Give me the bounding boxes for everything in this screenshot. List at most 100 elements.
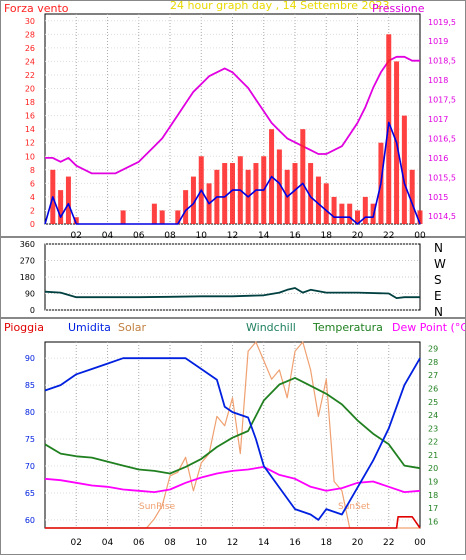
direction-tick-label: 180 (20, 273, 35, 282)
humidity-label: Umidita (68, 321, 111, 334)
solar-line (45, 341, 420, 529)
gust-bar (183, 190, 189, 224)
dir-label-w: W (434, 257, 446, 271)
x-tick-label: 00 (414, 231, 426, 241)
gust-bar (190, 176, 196, 224)
x-tick-label: 22 (383, 538, 394, 548)
temperature-tick-label: 26 (428, 385, 438, 394)
rain-label: Pioggia (4, 321, 44, 334)
dir-label-e: E (434, 289, 442, 303)
temperature-tick-label: 23 (428, 424, 438, 433)
pressure-tick-label: 1014,5 (428, 212, 456, 221)
wind-axis-label: Forza vento (4, 2, 69, 15)
temperature-tick-label: 17 (428, 504, 438, 513)
temperature-tick-label: 21 (428, 451, 438, 460)
wind-tick-label: 20 (25, 85, 35, 94)
gust-bar (386, 34, 392, 224)
gust-bar (339, 203, 345, 224)
humidity-line (44, 357, 421, 521)
wind-tick-label: 26 (25, 44, 35, 53)
x-tick-label: 16 (289, 538, 301, 548)
x-tick-label: 14 (258, 538, 270, 548)
gust-bar (222, 163, 228, 224)
gust-bar (151, 203, 157, 224)
temperature-tick-label: 20 (428, 464, 438, 473)
gust-bar (159, 210, 165, 224)
x-tick-label: 18 (321, 231, 333, 241)
sunrise-annotation: SunRise (139, 502, 176, 512)
gust-bar (355, 210, 360, 224)
temperature-tick-label: 29 (428, 345, 438, 354)
wind-tick-label: 2 (30, 206, 35, 215)
gust-bar (409, 169, 415, 224)
gust-bar (175, 210, 181, 224)
x-tick-label: 12 (227, 538, 238, 548)
temperature-tick-label: 27 (428, 371, 438, 380)
wind-tick-label: 6 (30, 179, 35, 188)
pressure-tick-label: 1017 (428, 115, 448, 124)
rain-line (45, 516, 421, 529)
direction-tick-label: 360 (20, 240, 35, 249)
gust-bar (323, 183, 329, 224)
wind-tick-label: 8 (30, 166, 35, 175)
gust-bar (401, 115, 407, 224)
dir-label-n-bottom: N (434, 305, 443, 319)
wind-direction-line (44, 287, 420, 299)
humidity-tick-label: 80 (25, 408, 35, 417)
windchill-label: Windchill (246, 321, 296, 334)
humidity-tick-label: 75 (25, 435, 35, 444)
humidity-tick-label: 90 (25, 354, 35, 363)
temperature-line (44, 377, 421, 475)
wind-tick-label: 0 (30, 220, 35, 229)
top-chart-title: 24 hour graph day , 14 Settembre 2023 (170, 0, 389, 12)
temperature-tick-label: 16 (428, 517, 438, 526)
gust-bar (120, 210, 126, 224)
temperature-tick-label: 25 (428, 398, 438, 407)
temperature-tick-label: 19 (428, 478, 438, 487)
pressure-tick-label: 1015,5 (428, 173, 456, 182)
x-tick-label: 08 (164, 231, 176, 241)
x-tick-label: 10 (196, 231, 208, 241)
solar-label: Solar (118, 321, 147, 334)
wind-tick-label: 22 (25, 71, 35, 80)
gust-bar (331, 196, 337, 224)
x-tick-label: 20 (352, 231, 364, 241)
x-tick-label: 18 (321, 538, 333, 548)
x-tick-label: 02 (71, 231, 82, 241)
pressure-tick-label: 1019,5 (428, 18, 456, 27)
gust-bar (73, 217, 79, 224)
temperature-tick-label: 18 (428, 491, 438, 500)
average-wind-line (44, 121, 421, 225)
pressure-tick-label: 1015 (428, 193, 448, 202)
pressure-tick-label: 1018 (428, 76, 448, 85)
pressure-tick-label: 1018,5 (428, 57, 456, 66)
x-tick-label: 06 (133, 538, 145, 548)
temperature-tick-label: 22 (428, 438, 438, 447)
x-tick-label: 00 (414, 538, 426, 548)
x-tick-label: 04 (102, 538, 114, 548)
gust-bar (58, 190, 64, 224)
direction-tick-label: 0 (30, 306, 35, 315)
pressure-axis-label: Pressione (372, 2, 425, 15)
dir-label-n-top: N (434, 241, 443, 255)
wind-tick-label: 30 (25, 17, 35, 26)
gust-bar (362, 196, 368, 224)
pressure-tick-label: 1017,5 (428, 96, 456, 105)
wind-tick-label: 10 (25, 152, 35, 161)
gust-bar (65, 176, 71, 224)
dewpoint-label: Dew Point (°C) (392, 321, 466, 334)
dir-label-s: S (434, 273, 442, 287)
x-tick-label: 20 (352, 538, 364, 548)
wind-tick-label: 4 (30, 193, 35, 202)
temperature-label: Temperatura (312, 321, 383, 334)
x-tick-label: 08 (164, 538, 176, 548)
wind-tick-label: 28 (25, 30, 35, 39)
temperature-tick-label: 24 (428, 411, 438, 420)
temperature-tick-label: 28 (428, 358, 438, 367)
humidity-tick-label: 65 (25, 489, 35, 498)
direction-labels: N W S E N (434, 241, 446, 319)
wind-tick-label: 14 (25, 125, 35, 134)
humidity-tick-label: 70 (25, 462, 35, 471)
